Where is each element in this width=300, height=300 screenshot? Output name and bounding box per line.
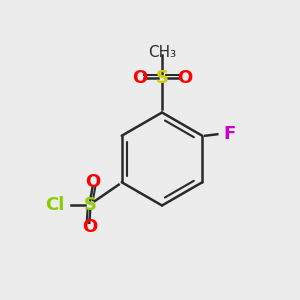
Text: CH₃: CH₃: [148, 45, 176, 60]
Text: O: O: [177, 69, 192, 87]
Text: F: F: [223, 125, 236, 143]
Text: S: S: [155, 69, 169, 87]
Text: O: O: [132, 69, 147, 87]
Text: O: O: [82, 218, 97, 236]
Text: S: S: [84, 196, 97, 214]
Text: Cl: Cl: [45, 196, 65, 214]
Text: O: O: [85, 173, 100, 191]
